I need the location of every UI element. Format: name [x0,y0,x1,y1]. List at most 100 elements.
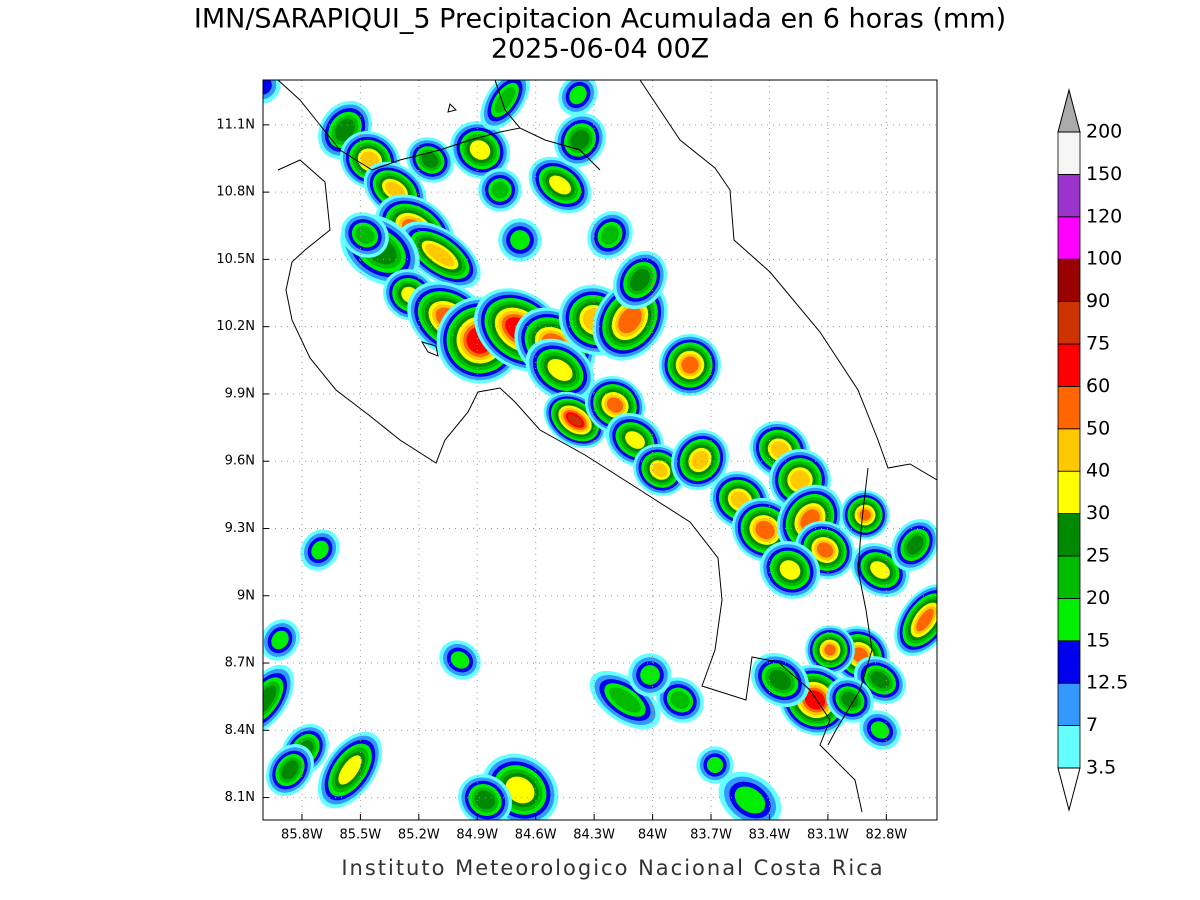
x-tick-label: 84W [638,828,668,843]
precip-contour [263,80,277,100]
colorbar-label: 120 [1086,205,1122,227]
precipitation-field [263,80,937,820]
colorbar-label: 3.5 [1086,757,1116,779]
precip-contour [606,397,624,413]
y-tick-label: 8.7N [225,656,255,671]
precip-contour [547,359,573,381]
x-tick-label: 83.7W [690,828,732,843]
colorbar-band [1057,640,1081,684]
colorbar-band [1057,682,1081,727]
precip-contour [870,721,890,739]
precip-contour [816,542,834,558]
colorbar-band [1057,555,1081,599]
precip-contour [779,560,801,580]
colorbar-label: 150 [1086,163,1122,185]
y-tick-label: 9.3N [225,521,255,536]
x-tick-label: 84.6W [515,828,557,843]
colorbar-label: 90 [1086,290,1110,312]
x-tick-label: 85.5W [339,828,381,843]
colorbar-label: 40 [1086,460,1110,482]
precip-contour [916,608,934,632]
coastlines [277,80,937,813]
precip-contour [569,85,587,105]
colorbar-band [1057,513,1081,557]
precip-contour [385,181,405,199]
map-frame [262,79,938,821]
x-tick-label: 85.2W [398,828,440,843]
colorbar-label: 75 [1086,333,1110,355]
y-tick-label: 10.8N [216,185,255,200]
grid [263,80,937,820]
colorbar-band [1057,428,1081,472]
precip-contour [425,243,455,267]
precip-contour [630,268,650,292]
colorbar-label: 12.5 [1086,672,1128,694]
colorbar-band [1057,343,1081,387]
y-tick-label: 9.9N [225,386,255,401]
colorbar-label: 7 [1086,714,1098,736]
precip-contour [450,651,470,669]
plot-area: 85.8W 85.5W 85.2W 84.9W 84.6W 84.3W 84W 83.7W 83… [216,79,938,843]
island [420,103,457,357]
precip-contour [670,691,690,709]
precip-contour [469,140,491,160]
colorbar: 3.5 7 12.5 15 20 25 30 40 50 60 75 90 100 120 150 200 [1057,88,1128,812]
colorbar-band [1057,173,1081,218]
y-tick-label: 9.6N [225,454,255,469]
colorbar-band [1057,385,1081,430]
precip-contour [338,755,362,785]
precip-contour [601,225,619,245]
colorbar-band [1057,258,1081,303]
colorbar-label: 15 [1086,629,1110,651]
precip-contour [870,561,890,579]
coastline [494,80,937,481]
precip-contour [691,450,709,470]
precip-contour [824,644,836,656]
colorbar-label: 200 [1086,121,1122,143]
y-tick-label: 8.4N [225,723,255,738]
x-tick-label: 85.8W [281,828,323,843]
precip-contour [494,87,516,113]
precip-contour [491,181,509,199]
precip-contour [652,462,668,478]
precip-contour [421,152,439,168]
precip-contour [906,535,924,555]
precip-contour [570,130,590,150]
precip-contour [609,687,641,713]
title: IMN/SARAPIQUI_5 Precipitacion Acumulada … [194,4,1006,35]
precip-contour [548,175,572,195]
colorbar-label: 60 [1086,375,1110,397]
colorbar-band [1057,470,1081,515]
colorbar-label: 30 [1086,502,1110,524]
x-tick-label: 84.9W [456,828,498,843]
precip-contour [640,665,660,685]
colorbar-band [1057,301,1081,345]
precip-contour [271,630,289,650]
precip-contour [768,670,792,690]
colorbar-band [1057,216,1081,260]
colorbar-under [1057,767,1081,812]
coastline [277,80,601,171]
colorbar-label: 20 [1086,587,1110,609]
precip-contour [681,356,699,374]
precip-contour [475,790,495,810]
precip-contour [510,230,530,250]
precip-contour [568,414,582,426]
precip-contour [870,671,890,689]
precip-contour [263,685,277,715]
precip-contour [335,118,355,142]
precip-contour [734,786,766,814]
colorbar-label: 25 [1086,545,1110,567]
colorbar-over [1057,88,1081,133]
precip-contour [505,776,535,804]
precip-contour [755,520,775,540]
y-tick-label: 9N [237,588,255,603]
x-tick-label: 82.8W [865,828,907,843]
y-tick-label: 10.5N [216,252,255,267]
coastline [277,159,863,813]
colorbar-label: 100 [1086,248,1122,270]
subtitle: 2025-06-04 00Z [491,34,709,65]
colorbar-band [1057,725,1081,769]
y-tick-label: 11.1N [216,117,255,132]
